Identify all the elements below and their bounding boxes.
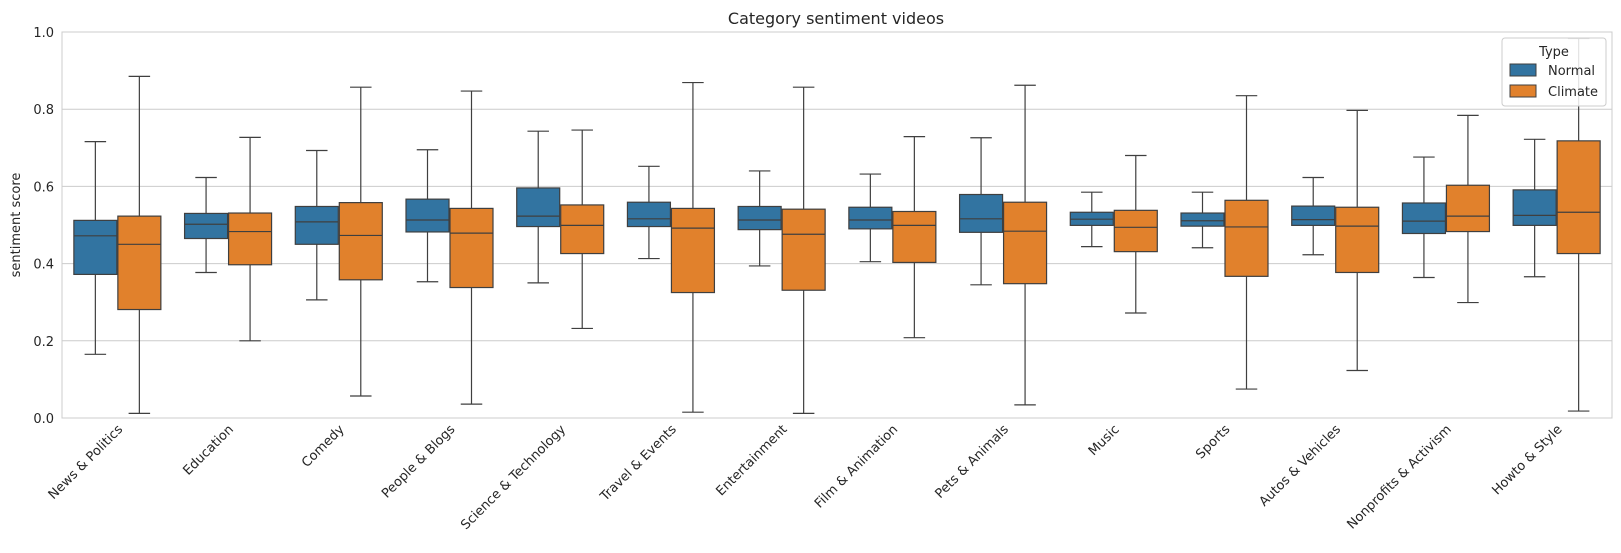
x-tick-label: Science & Technology (458, 422, 569, 533)
box-normal-1 (183, 176, 229, 274)
box-normal-0 (73, 141, 118, 355)
box-normal-5 (626, 165, 672, 260)
y-tick-label: 0.8 (33, 103, 54, 118)
box-normal-2 (294, 149, 339, 301)
box-normal-13 (1512, 138, 1557, 278)
box-climate-1 (227, 136, 273, 342)
box-normal-12 (1401, 156, 1447, 279)
iqr-box (781, 208, 826, 291)
box-normal-9 (1069, 191, 1114, 248)
x-tick-label: Howto & Style (1489, 422, 1565, 498)
iqr-box (73, 219, 118, 276)
iqr-box (560, 204, 605, 255)
x-tick-label: People & Blogs (379, 422, 458, 501)
x-tick-label: Entertainment (714, 422, 791, 499)
y-tick-label: 0.6 (33, 180, 54, 195)
box-normal-3 (405, 149, 450, 283)
iqr-box (1113, 209, 1158, 253)
iqr-box (183, 212, 229, 240)
x-tick-label: Music (1086, 422, 1123, 459)
box-plot-series (73, 37, 1601, 414)
iqr-box (737, 205, 782, 231)
iqr-box (1002, 201, 1048, 285)
iqr-box (1445, 184, 1491, 233)
grid-lines (62, 31, 1612, 419)
iqr-box (892, 210, 937, 264)
y-tick-label: 1.0 (33, 26, 54, 41)
box-normal-6 (737, 170, 782, 267)
iqr-box (1224, 199, 1269, 277)
plot-area-frame (61, 31, 1613, 419)
x-tick-label: Education (181, 422, 237, 478)
x-tick-label: Film & Animation (812, 422, 901, 511)
box-climate-7 (892, 136, 937, 339)
legend-title: Type (1538, 45, 1569, 60)
iqr-box (338, 202, 383, 281)
iqr-box (1335, 206, 1380, 274)
box-climate-2 (338, 86, 383, 397)
box-climate-8 (1002, 84, 1048, 406)
chart-title: Category sentiment videos (728, 9, 944, 28)
box-climate-10 (1224, 95, 1269, 390)
x-axis-ticks: News & Politics Education Comedy People & B… (46, 422, 1566, 533)
iqr-box (516, 187, 561, 228)
x-tick-label: Sports (1193, 422, 1233, 462)
iqr-box (1556, 140, 1601, 255)
y-tick-label: 0.0 (33, 412, 54, 427)
legend-swatch-climate (1509, 84, 1537, 98)
box-climate-12 (1445, 114, 1491, 304)
box-climate-5 (670, 81, 716, 413)
box-climate-3 (449, 90, 494, 405)
iqr-box (958, 193, 1004, 233)
legend-label-climate: Climate (1548, 85, 1598, 100)
iqr-box (227, 212, 273, 266)
box-climate-11 (1335, 109, 1380, 372)
legend-label-normal: Normal (1548, 64, 1595, 79)
iqr-box (405, 198, 450, 233)
iqr-box (848, 206, 893, 230)
x-tick-label: Nonprofits & Activism (1345, 422, 1455, 532)
legend-swatch-normal (1509, 63, 1537, 77)
iqr-box (1180, 212, 1225, 227)
box-climate-9 (1113, 154, 1158, 314)
iqr-box (670, 207, 716, 294)
iqr-box (449, 207, 494, 289)
x-tick-label: Autos & Vehicles (1257, 422, 1345, 510)
x-tick-label: Travel & Events (597, 422, 680, 505)
box-normal-8 (958, 137, 1004, 286)
box-normal-7 (848, 173, 893, 263)
x-tick-label: News & Politics (46, 422, 127, 503)
y-tick-label: 0.4 (33, 258, 54, 273)
box-climate-6 (781, 86, 826, 414)
x-tick-label: Comedy (299, 422, 348, 471)
box-climate-13 (1556, 37, 1601, 412)
legend: Type Normal Climate (1501, 37, 1607, 107)
box-normal-4 (516, 130, 561, 284)
iqr-box (294, 205, 339, 245)
iqr-box (117, 215, 162, 311)
y-axis-ticks: 0.0 0.2 0.4 0.6 0.8 1.0 (33, 26, 54, 427)
x-tick-label: Pets & Animals (932, 422, 1012, 502)
box-normal-11 (1291, 176, 1336, 256)
y-tick-label: 0.2 (33, 335, 54, 350)
y-axis-label: sentiment score (9, 173, 24, 278)
iqr-box (1401, 202, 1447, 235)
iqr-box (1291, 205, 1336, 226)
iqr-box (626, 201, 672, 228)
box-climate-4 (560, 129, 605, 330)
box-normal-10 (1180, 191, 1225, 249)
box-climate-0 (117, 75, 162, 414)
iqr-box (1512, 189, 1557, 226)
